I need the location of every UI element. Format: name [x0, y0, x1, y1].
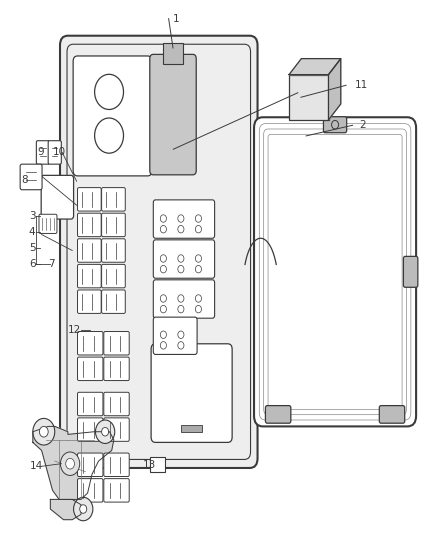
- Text: 7: 7: [48, 259, 55, 269]
- FancyBboxPatch shape: [254, 117, 416, 426]
- Circle shape: [102, 427, 109, 436]
- FancyBboxPatch shape: [153, 200, 215, 238]
- Text: 4: 4: [29, 227, 35, 237]
- FancyBboxPatch shape: [323, 117, 347, 133]
- Bar: [163, 43, 183, 64]
- Polygon shape: [328, 59, 341, 120]
- FancyBboxPatch shape: [78, 418, 103, 441]
- Circle shape: [66, 458, 74, 469]
- FancyBboxPatch shape: [78, 332, 103, 355]
- FancyBboxPatch shape: [78, 290, 101, 313]
- FancyBboxPatch shape: [39, 214, 57, 233]
- FancyBboxPatch shape: [78, 479, 103, 502]
- FancyBboxPatch shape: [102, 188, 125, 211]
- FancyBboxPatch shape: [102, 239, 125, 262]
- FancyBboxPatch shape: [153, 317, 197, 354]
- FancyBboxPatch shape: [403, 256, 418, 287]
- Polygon shape: [50, 499, 81, 520]
- FancyBboxPatch shape: [153, 240, 215, 278]
- FancyBboxPatch shape: [60, 36, 258, 468]
- Circle shape: [39, 426, 48, 437]
- Circle shape: [60, 452, 80, 475]
- FancyBboxPatch shape: [102, 264, 125, 288]
- FancyBboxPatch shape: [78, 213, 101, 237]
- Text: 3: 3: [29, 211, 35, 221]
- FancyBboxPatch shape: [20, 164, 42, 190]
- FancyBboxPatch shape: [73, 56, 152, 176]
- FancyBboxPatch shape: [153, 280, 215, 318]
- FancyBboxPatch shape: [78, 453, 103, 477]
- Text: 1: 1: [173, 14, 180, 23]
- FancyBboxPatch shape: [104, 392, 129, 416]
- FancyBboxPatch shape: [102, 213, 125, 237]
- Circle shape: [33, 418, 55, 445]
- Text: 9: 9: [37, 147, 44, 157]
- Text: 13: 13: [142, 460, 155, 470]
- FancyBboxPatch shape: [104, 479, 129, 502]
- Bar: [181, 425, 202, 432]
- Text: 14: 14: [30, 462, 43, 471]
- FancyBboxPatch shape: [104, 332, 129, 355]
- FancyBboxPatch shape: [104, 418, 129, 441]
- FancyBboxPatch shape: [78, 239, 101, 262]
- Circle shape: [74, 497, 93, 521]
- FancyBboxPatch shape: [150, 54, 196, 175]
- Text: 5: 5: [29, 243, 35, 253]
- FancyBboxPatch shape: [78, 392, 103, 416]
- FancyBboxPatch shape: [102, 290, 125, 313]
- Circle shape: [80, 505, 87, 513]
- Bar: [150, 457, 165, 472]
- Circle shape: [95, 420, 115, 443]
- Text: 8: 8: [21, 175, 28, 184]
- Text: 11: 11: [355, 80, 368, 90]
- Bar: [289, 75, 328, 120]
- Text: 6: 6: [29, 259, 35, 269]
- FancyBboxPatch shape: [48, 141, 61, 164]
- FancyBboxPatch shape: [36, 141, 49, 164]
- FancyBboxPatch shape: [41, 175, 74, 219]
- Text: 12: 12: [68, 326, 81, 335]
- Polygon shape: [33, 426, 114, 499]
- Polygon shape: [289, 59, 341, 75]
- FancyBboxPatch shape: [78, 188, 101, 211]
- Text: 2: 2: [359, 120, 366, 130]
- Text: 10: 10: [53, 147, 66, 157]
- FancyBboxPatch shape: [379, 406, 405, 423]
- FancyBboxPatch shape: [78, 264, 101, 288]
- FancyBboxPatch shape: [104, 453, 129, 477]
- FancyBboxPatch shape: [104, 357, 129, 381]
- FancyBboxPatch shape: [265, 406, 291, 423]
- FancyBboxPatch shape: [151, 344, 232, 442]
- FancyBboxPatch shape: [78, 357, 103, 381]
